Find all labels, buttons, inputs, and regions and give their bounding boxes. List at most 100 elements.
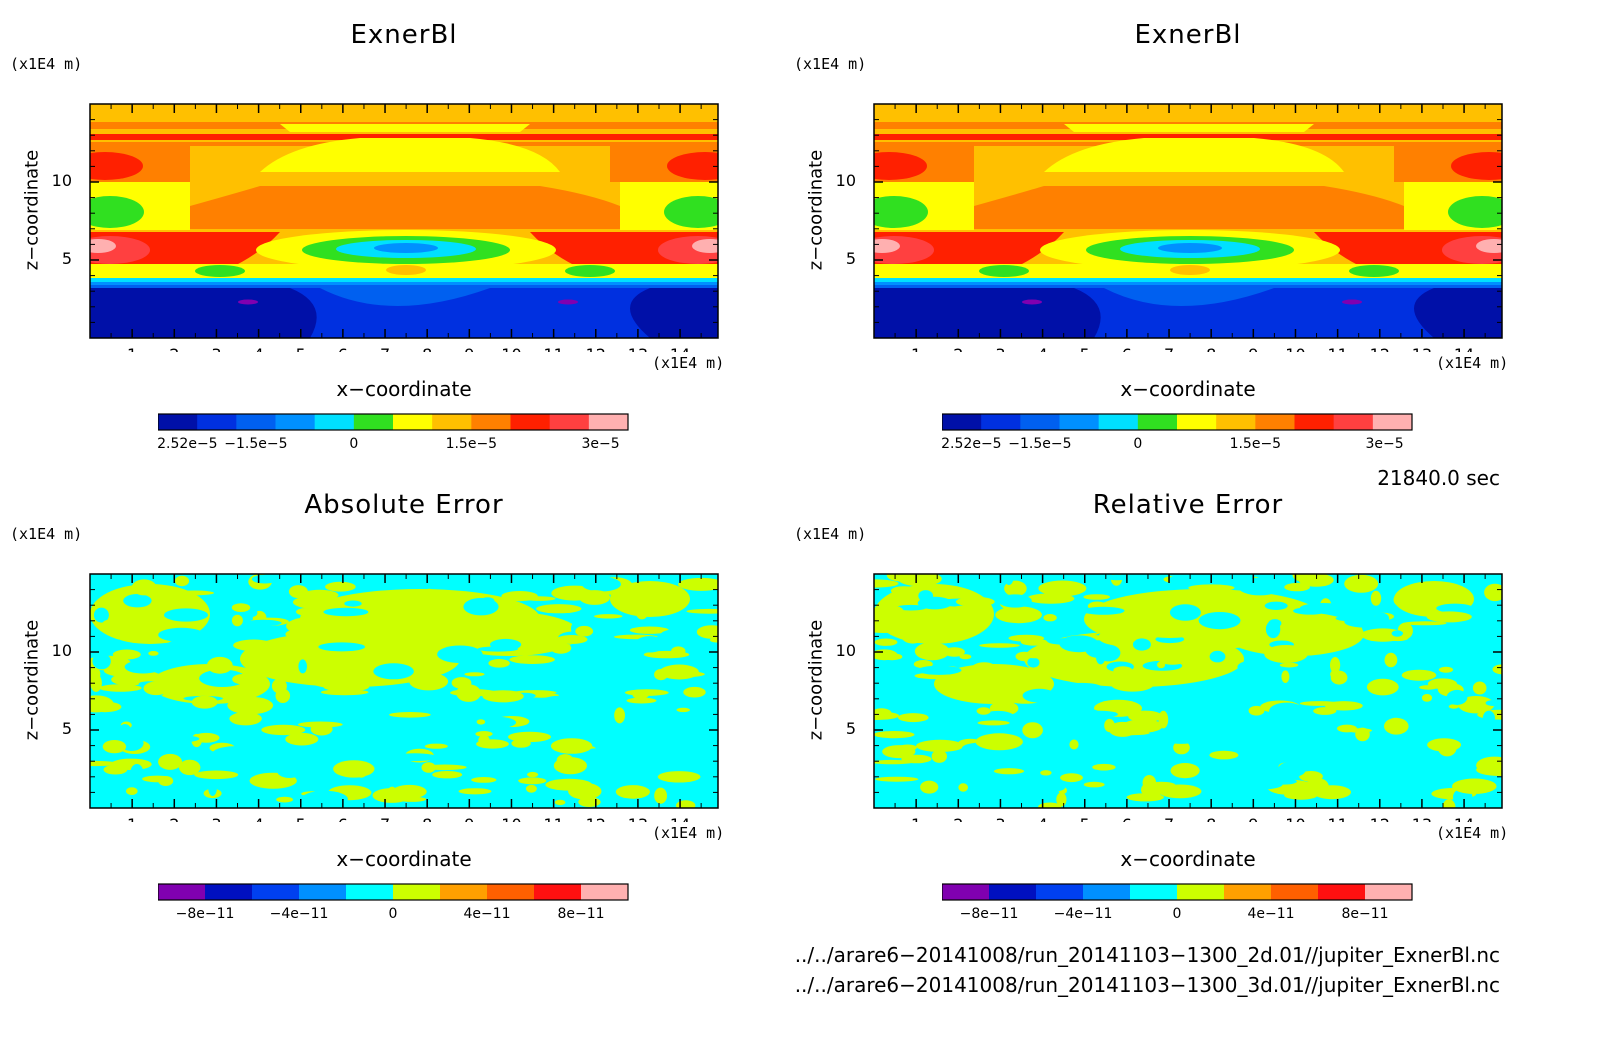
error-patch [1264,645,1308,663]
error-patch [545,778,593,791]
error-patch [1111,677,1154,692]
error-patch [387,786,397,797]
error-patch [668,671,705,678]
error-patch [1208,777,1230,795]
plot-frame [89,573,719,809]
field-lobe [874,239,900,253]
field-lobe [374,243,438,253]
error-patch [614,707,625,724]
error-patch [874,731,915,739]
colorbar-segment [471,414,511,430]
error-patch [1051,703,1084,717]
error-patch [201,574,215,585]
error-patch [337,677,366,683]
error-patch [1211,638,1238,646]
error-patch [657,771,701,783]
error-patch [1438,666,1454,673]
error-patch [654,787,667,804]
x-tick-label: 2 [169,815,179,822]
error-patch [233,639,275,652]
panel-relative-error: Relative Error (x1E4 m) z−coordinate 123… [784,470,1544,940]
error-patch [325,581,356,592]
x-unit-label: (x1E4 m) [1436,354,1509,372]
colorbar-segment [1271,884,1319,900]
error-patch [333,760,375,778]
x-axis-label: x−coordinate [1120,377,1256,401]
error-patch [1221,626,1239,637]
error-patch [1038,580,1087,597]
colorbar-frame [158,413,629,431]
field-band [90,285,718,288]
colorbar-segment [534,884,582,900]
error-patch [979,643,1020,648]
error-patch [1196,687,1238,693]
colorbar-segment [1294,414,1335,430]
x-tick-label: 14 [670,815,690,822]
error-patch [914,642,950,661]
error-patch [300,589,339,601]
error-patch [361,597,396,612]
error-patch [664,787,692,797]
error-patch [1299,701,1339,706]
colorbar-segment [1372,414,1413,430]
colorbar-segment [1224,884,1272,900]
y-axis-label: z−coordinate [21,619,43,741]
field-lobe [1349,265,1399,277]
field-band [90,134,718,140]
colorbar-segment [588,414,629,430]
x-tick-label: 3 [211,345,221,352]
error-patch [1486,628,1499,643]
colorbar-segment [487,884,535,900]
error-patch [1142,574,1172,588]
error-patch [471,777,497,783]
panel-title: Relative Error [1092,490,1284,520]
error-patch [976,707,991,715]
error-patch [174,575,190,587]
error-patch [158,627,205,642]
error-patch [432,771,463,779]
error-patch [1150,632,1189,638]
error-patch [1387,634,1409,642]
colorbar-tick-label: 1.5e−5 [1230,436,1282,452]
error-patch [142,775,173,783]
x-axis-label: x−coordinate [336,377,472,401]
colorbar-tick-label: −1.5e−5 [1008,436,1071,452]
colorbar-segment [1020,414,1060,430]
field-lobe [280,124,530,132]
x-tick-label: 4 [253,815,263,822]
error-patch [970,662,998,678]
error-patch [917,665,962,675]
colorbar-segment [393,414,433,430]
error-patch [271,678,287,694]
colorbar-segment [1333,414,1374,430]
error-patch [475,731,493,737]
field-lobe [90,239,116,253]
error-patch [874,579,899,588]
field-lobe [386,265,426,275]
error-patch [367,740,398,758]
error-patch [1169,574,1196,587]
error-patch [1482,710,1495,726]
error-patch [488,659,510,668]
error-patch [634,636,666,653]
error-patch [995,606,1042,624]
panel-absolute-error: Absolute Error (x1E4 m) z−coordinate 123… [0,470,760,940]
error-patch [1198,612,1241,630]
error-patch [409,672,449,691]
field-lobe [1170,265,1210,275]
error-patch [476,719,486,725]
x-tick-label: 6 [338,815,348,822]
error-patch [1188,629,1216,643]
error-patch [964,795,995,806]
error-patch [1492,664,1502,675]
field-lobe [90,152,143,180]
colorbar-tick-label: −8e−11 [960,906,1019,922]
error-patch [1384,717,1409,735]
error-patch [635,602,649,620]
error-patch [1178,666,1203,672]
x-tick-label: 9 [464,815,474,822]
y-tick-label: 10 [835,641,856,660]
x-tick-label: 14 [1454,345,1474,352]
colorbar-segment [1137,414,1178,430]
error-patch [229,712,262,726]
